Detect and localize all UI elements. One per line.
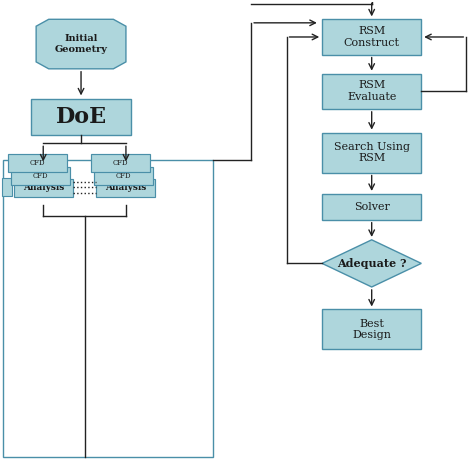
FancyBboxPatch shape <box>8 155 67 173</box>
Text: Analysis: Analysis <box>23 183 64 192</box>
Text: Solver: Solver <box>354 202 390 212</box>
FancyBboxPatch shape <box>2 179 11 196</box>
FancyBboxPatch shape <box>322 310 421 349</box>
FancyBboxPatch shape <box>31 100 131 135</box>
FancyBboxPatch shape <box>322 73 421 109</box>
Bar <box>3 160 213 457</box>
Text: Analysis: Analysis <box>105 183 146 192</box>
Text: DoE: DoE <box>55 106 107 128</box>
FancyBboxPatch shape <box>322 194 421 220</box>
FancyBboxPatch shape <box>96 179 155 197</box>
FancyBboxPatch shape <box>322 19 421 55</box>
Text: Best
Design: Best Design <box>352 319 391 340</box>
FancyBboxPatch shape <box>91 155 150 173</box>
Text: CFD: CFD <box>33 172 48 180</box>
Text: CFD: CFD <box>112 159 128 167</box>
Polygon shape <box>36 19 126 69</box>
FancyBboxPatch shape <box>14 179 73 197</box>
Text: CFD: CFD <box>30 159 46 167</box>
Text: RSM
Evaluate: RSM Evaluate <box>347 81 396 102</box>
FancyBboxPatch shape <box>322 133 421 173</box>
Text: RSM
Construct: RSM Construct <box>344 26 400 48</box>
Polygon shape <box>322 240 421 287</box>
Text: Adequate ?: Adequate ? <box>337 258 406 269</box>
FancyBboxPatch shape <box>93 167 153 185</box>
Text: Search Using
RSM: Search Using RSM <box>334 142 410 164</box>
Text: CFD: CFD <box>115 172 131 180</box>
Text: Initial
Geometry: Initial Geometry <box>55 34 108 54</box>
FancyBboxPatch shape <box>11 167 70 185</box>
